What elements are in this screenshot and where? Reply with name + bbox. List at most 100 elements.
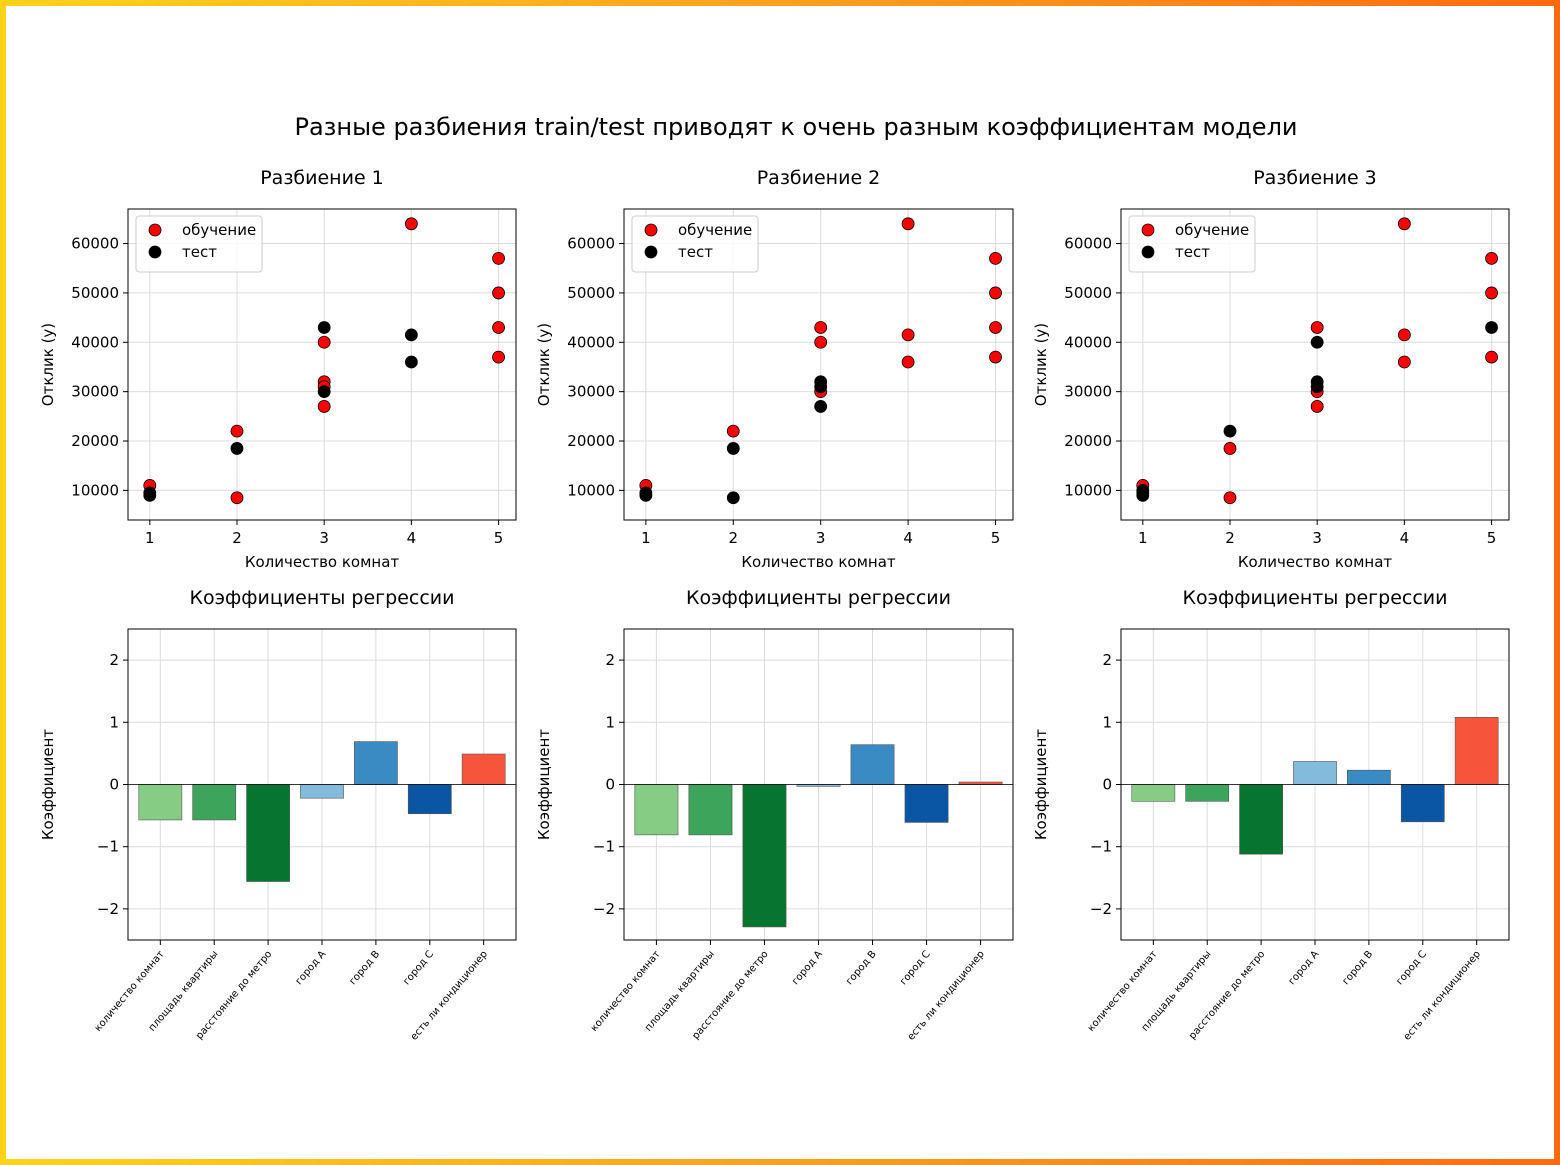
test-point (726, 491, 740, 505)
y-tick-label: 40000 (1064, 333, 1112, 351)
y-tick-label: 20000 (567, 432, 615, 450)
train-point (317, 400, 331, 413)
axes-frame (1120, 628, 1510, 941)
y-axis-label: Коэффициент (535, 729, 553, 840)
panel-title: Разбиение 3 (1253, 167, 1377, 189)
y-tick-label: 40000 (567, 333, 615, 351)
bar (850, 744, 895, 785)
test-point (1310, 335, 1324, 349)
train-point (1310, 321, 1324, 334)
test-point (1485, 321, 1498, 334)
bar (1347, 769, 1391, 785)
bar (1239, 784, 1283, 855)
panel-title: Коэффициенты регрессии (190, 587, 455, 609)
y-tick-label: 0 (605, 776, 615, 794)
train-point (901, 328, 915, 342)
category-label: город B (844, 949, 879, 987)
test-point (404, 355, 418, 369)
x-tick-label: 3 (1312, 529, 1322, 547)
category-label: город C (1394, 949, 1429, 987)
y-tick-label: 50000 (567, 284, 615, 302)
category-label: город A (1287, 949, 1322, 987)
train-point (989, 286, 1002, 300)
train-point (1397, 355, 1411, 369)
y-axis-label: Отклик (y) (535, 323, 553, 406)
x-tick-label: 2 (232, 529, 242, 547)
test-point (814, 400, 828, 413)
x-tick-label: 1 (1138, 529, 1148, 547)
panel-title: Коэффициенты регрессии (686, 587, 951, 609)
bar (1131, 784, 1176, 802)
train-point (901, 355, 915, 369)
train-point (989, 251, 1002, 265)
train-point (492, 350, 505, 364)
test-point (639, 486, 653, 500)
legend-box (1128, 215, 1256, 273)
category-label: город C (898, 949, 933, 987)
y-axis-label: Коэффициент (39, 729, 57, 840)
panel-title: Разбиение 2 (757, 167, 881, 189)
bar (407, 784, 452, 815)
train-point (814, 335, 828, 349)
test-point (726, 442, 740, 455)
legend-label: обучение (182, 221, 256, 239)
bar (904, 784, 949, 823)
x-tick-label: 1 (145, 529, 155, 547)
legend-marker (148, 223, 162, 237)
test-point (143, 486, 157, 500)
y-tick-label: 50000 (1064, 284, 1112, 302)
x-tick-label: 5 (991, 529, 1001, 547)
x-tick-label: 5 (494, 529, 504, 547)
y-axis-label: Коэффициент (1032, 729, 1050, 840)
bar (1293, 761, 1337, 785)
train-point (1223, 491, 1237, 505)
bar (192, 784, 237, 821)
y-tick-label: 2 (109, 651, 119, 669)
train-point (1485, 286, 1498, 300)
category-label: город B (1341, 949, 1376, 987)
legend-marker (644, 245, 658, 259)
figure-title: Разные разбиения train/test приводят к о… (294, 113, 1297, 141)
test-point (1223, 424, 1237, 438)
y-tick-label: 30000 (71, 383, 119, 401)
category-label: город A (790, 949, 825, 987)
legend-marker (1141, 223, 1155, 237)
bar (688, 784, 733, 836)
legend: обучение тест (631, 215, 759, 273)
legend-marker (644, 223, 658, 237)
legend-marker (1141, 245, 1155, 259)
bar (138, 784, 183, 821)
x-axis-label: Количество комнат (245, 553, 400, 571)
test-point (814, 380, 828, 394)
legend: обучение тест (1128, 215, 1256, 273)
test-point (317, 321, 331, 334)
y-tick-label: 0 (1102, 776, 1112, 794)
train-point (814, 321, 828, 334)
scatter-panel-3: 1 2 3 4 5 10000 20000 30000 40000 50000 60000 обуче… (1032, 167, 1510, 571)
train-point (404, 217, 418, 231)
legend-label: обучение (1175, 221, 1249, 239)
train-point (1485, 350, 1498, 364)
test-point (230, 442, 244, 455)
train-point (726, 424, 740, 438)
y-tick-label: 0 (109, 776, 119, 794)
y-tick-label: 2 (1102, 651, 1112, 669)
legend-label: обучение (678, 221, 752, 239)
y-tick-label: −2 (593, 900, 615, 918)
test-point (1136, 483, 1150, 497)
train-point (230, 424, 244, 438)
x-axis-label: Количество комнат (1238, 553, 1393, 571)
y-tick-label: 30000 (567, 383, 615, 401)
train-point (492, 321, 505, 334)
category-label: город B (348, 949, 383, 987)
x-tick-label: 4 (903, 529, 913, 547)
bar (1400, 784, 1445, 823)
test-point (404, 328, 418, 342)
y-tick-label: 40000 (71, 333, 119, 351)
bar (634, 784, 679, 836)
y-tick-label: 10000 (1064, 481, 1112, 499)
